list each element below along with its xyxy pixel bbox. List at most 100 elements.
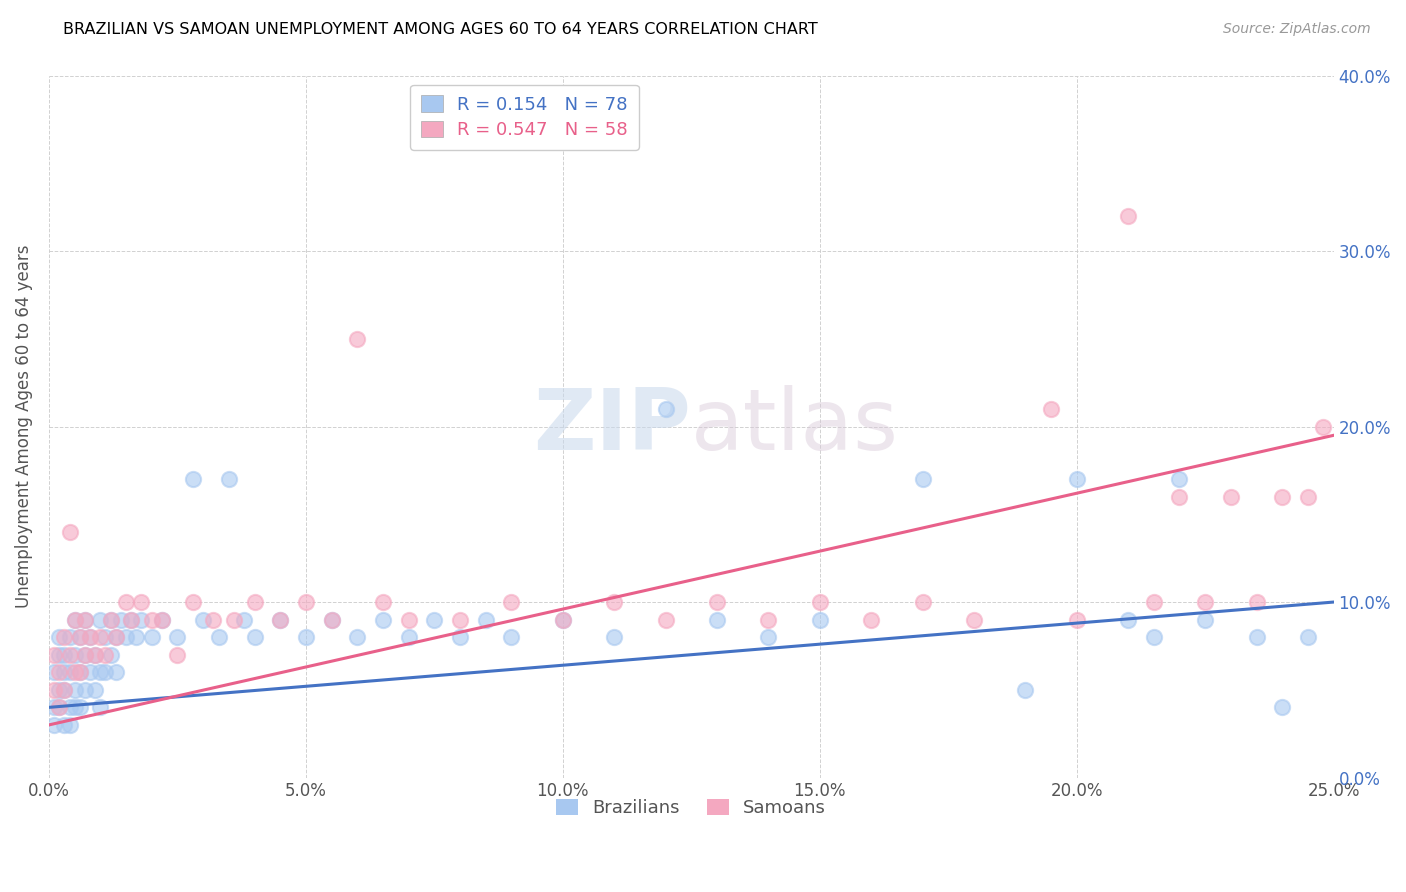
Point — [654, 613, 676, 627]
Point — [758, 630, 780, 644]
Point — [73, 648, 96, 662]
Point — [69, 700, 91, 714]
Point — [1194, 595, 1216, 609]
Point — [295, 630, 318, 644]
Point — [758, 613, 780, 627]
Point — [1040, 402, 1063, 417]
Point — [706, 613, 728, 627]
Point — [94, 648, 117, 662]
Point — [1116, 209, 1139, 223]
Point — [48, 665, 70, 680]
Text: ZIP: ZIP — [533, 385, 692, 468]
Point — [1066, 472, 1088, 486]
Point — [48, 630, 70, 644]
Point — [808, 595, 831, 609]
Point — [73, 682, 96, 697]
Text: Source: ZipAtlas.com: Source: ZipAtlas.com — [1223, 22, 1371, 37]
Point — [84, 648, 107, 662]
Point — [269, 613, 291, 627]
Point — [89, 630, 111, 644]
Point — [69, 665, 91, 680]
Point — [53, 648, 76, 662]
Point — [346, 332, 368, 346]
Point — [207, 630, 229, 644]
Point — [100, 648, 122, 662]
Point — [84, 648, 107, 662]
Point — [1168, 472, 1191, 486]
Point — [1246, 595, 1268, 609]
Point — [243, 630, 266, 644]
Point — [551, 613, 574, 627]
Point — [100, 613, 122, 627]
Point — [53, 718, 76, 732]
Point — [551, 613, 574, 627]
Point — [104, 630, 127, 644]
Point — [58, 700, 80, 714]
Point — [1014, 682, 1036, 697]
Point — [115, 630, 138, 644]
Point — [321, 613, 343, 627]
Point — [1296, 490, 1319, 504]
Point — [181, 472, 204, 486]
Point — [202, 613, 225, 627]
Point — [63, 613, 86, 627]
Point — [53, 682, 76, 697]
Point — [150, 613, 173, 627]
Text: atlas: atlas — [692, 385, 900, 468]
Point — [42, 665, 65, 680]
Point — [94, 665, 117, 680]
Point — [603, 630, 626, 644]
Point — [104, 630, 127, 644]
Point — [371, 595, 394, 609]
Point — [1066, 613, 1088, 627]
Point — [860, 613, 883, 627]
Point — [269, 613, 291, 627]
Point — [808, 613, 831, 627]
Point — [63, 648, 86, 662]
Point — [94, 630, 117, 644]
Point — [233, 613, 256, 627]
Point — [79, 630, 101, 644]
Point — [84, 682, 107, 697]
Point — [218, 472, 240, 486]
Point — [141, 630, 163, 644]
Point — [58, 665, 80, 680]
Point — [89, 665, 111, 680]
Point — [48, 648, 70, 662]
Point — [53, 682, 76, 697]
Point — [69, 630, 91, 644]
Point — [63, 665, 86, 680]
Point — [115, 595, 138, 609]
Point — [963, 613, 986, 627]
Point — [73, 648, 96, 662]
Point — [58, 524, 80, 539]
Point — [69, 665, 91, 680]
Point — [1312, 419, 1334, 434]
Point — [449, 630, 471, 644]
Point — [131, 595, 153, 609]
Point — [79, 665, 101, 680]
Point — [1271, 490, 1294, 504]
Point — [110, 613, 132, 627]
Point — [58, 648, 80, 662]
Legend: Brazilians, Samoans: Brazilians, Samoans — [550, 792, 834, 825]
Point — [125, 630, 148, 644]
Point — [654, 402, 676, 417]
Point — [1143, 630, 1166, 644]
Point — [181, 595, 204, 609]
Point — [42, 682, 65, 697]
Point — [1219, 490, 1241, 504]
Y-axis label: Unemployment Among Ages 60 to 64 years: Unemployment Among Ages 60 to 64 years — [15, 244, 32, 608]
Point — [63, 682, 86, 697]
Point — [89, 700, 111, 714]
Point — [295, 595, 318, 609]
Point — [321, 613, 343, 627]
Point — [501, 595, 523, 609]
Point — [42, 718, 65, 732]
Point — [42, 648, 65, 662]
Point — [222, 613, 245, 627]
Point — [120, 613, 142, 627]
Point — [166, 630, 188, 644]
Point — [603, 595, 626, 609]
Point — [48, 682, 70, 697]
